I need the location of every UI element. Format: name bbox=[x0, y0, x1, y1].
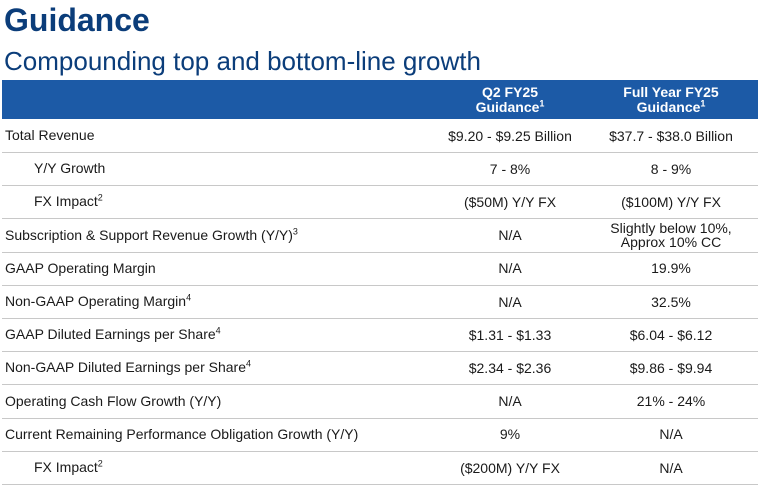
column-header-q2: Q2 FY25 Guidance1 bbox=[438, 80, 582, 119]
fy-value-line: $9.86 - $9.94 bbox=[629, 359, 713, 376]
fy-value: N/A bbox=[596, 451, 746, 484]
page-title: Guidance bbox=[4, 2, 150, 38]
table-row: Non-GAAP Operating Margin4 N/A 32.5% bbox=[2, 285, 758, 319]
row-label: FX Impact2 bbox=[34, 185, 103, 218]
fy-value: $9.86 - $9.94 bbox=[596, 351, 746, 384]
q2-value: 9% bbox=[438, 418, 582, 451]
table-row: GAAP Operating Margin N/A 19.9% bbox=[2, 252, 758, 286]
q2-value: $9.20 - $9.25 Billion bbox=[438, 119, 582, 152]
q2-value: N/A bbox=[438, 252, 582, 285]
table-row: Y/Y Growth 7 - 8% 8 - 9% bbox=[2, 152, 758, 187]
q2-value: $2.34 - $2.36 bbox=[438, 351, 582, 384]
fy-value: Slightly below 10%, Approx 10% CC bbox=[596, 219, 746, 252]
footnote-marker: 1 bbox=[539, 97, 545, 108]
footnote-marker: 1 bbox=[700, 97, 706, 108]
row-label-text: Current Remaining Performance Obligation… bbox=[5, 425, 359, 442]
q2-value-line: N/A bbox=[498, 260, 522, 277]
row-label: Current Remaining Performance Obligation… bbox=[5, 418, 358, 451]
row-label: Operating Cash Flow Growth (Y/Y) bbox=[5, 385, 221, 418]
table-row: GAAP Diluted Earnings per Share4 $1.31 - … bbox=[2, 318, 758, 353]
page-subtitle: Compounding top and bottom-line growth bbox=[4, 46, 481, 76]
row-label: Non-GAAP Operating Margin4 bbox=[5, 285, 191, 318]
row-label-text: Operating Cash Flow Growth (Y/Y) bbox=[5, 392, 222, 409]
fy-value: $37.7 - $38.0 Billion bbox=[596, 119, 746, 152]
q2-value-line: N/A bbox=[498, 393, 522, 410]
column-header-fy-line1: Full Year FY25 bbox=[623, 83, 719, 100]
row-label: Total Revenue bbox=[5, 119, 95, 152]
fy-value-line: 19.9% bbox=[651, 260, 691, 277]
q2-value: N/A bbox=[438, 385, 582, 418]
column-header-q2-line2: Guidance1 bbox=[475, 97, 545, 115]
row-label-text: Y/Y Growth bbox=[34, 160, 106, 177]
fy-value-line: Slightly below 10%, bbox=[610, 220, 732, 237]
table-row: Current Remaining Performance Obligation… bbox=[2, 418, 758, 452]
footnote-marker: 3 bbox=[292, 225, 298, 236]
footnote-marker: 4 bbox=[215, 325, 221, 336]
table-row: Non-GAAP Diluted Earnings per Share4 $2.3… bbox=[2, 351, 758, 386]
fy-value: 19.9% bbox=[596, 252, 746, 285]
row-label-text: FX Impact bbox=[34, 459, 98, 475]
fy-value-line: $6.04 - $6.12 bbox=[629, 326, 713, 343]
row-label-text: Total Revenue bbox=[5, 127, 95, 143]
fy-value-line: N/A bbox=[659, 459, 683, 476]
fy-value: 32.5% bbox=[596, 285, 746, 318]
row-label: GAAP Operating Margin bbox=[5, 252, 156, 285]
q2-value-line: N/A bbox=[498, 227, 522, 244]
row-label-text: GAAP Diluted Earnings per Share bbox=[5, 326, 216, 343]
footnote-marker: 4 bbox=[245, 358, 251, 369]
fy-value-line: 32.5% bbox=[651, 293, 691, 310]
row-label: Subscription & Support Revenue Growth (Y… bbox=[5, 219, 298, 252]
q2-value: ($200M) Y/Y FX bbox=[438, 451, 582, 484]
q2-value-line: ($50M) Y/Y FX bbox=[463, 193, 557, 210]
q2-value: 7 - 8% bbox=[438, 152, 582, 185]
table-row: Operating Cash Flow Growth (Y/Y) N/A 21% -… bbox=[2, 385, 758, 419]
fy-value-line: 8 - 9% bbox=[650, 160, 692, 177]
table-row: Total Revenue $9.20 - $9.25 Billion $37.7 … bbox=[2, 119, 758, 153]
fy-value-line: ($100M) Y/Y FX bbox=[621, 193, 721, 210]
q2-value-line: N/A bbox=[498, 293, 522, 310]
row-label-text: Non-GAAP Operating Margin bbox=[5, 293, 187, 309]
footnote-marker: 2 bbox=[97, 192, 103, 203]
q2-value: N/A bbox=[438, 285, 582, 318]
table-row: FX Impact2 ($200M) Y/Y FX N/A bbox=[2, 451, 758, 485]
row-label-text: Non-GAAP Diluted Earnings per Share bbox=[5, 359, 246, 376]
column-header-fy-line2: Guidance1 bbox=[636, 97, 706, 115]
footnote-marker: 4 bbox=[186, 292, 192, 303]
fy-value: N/A bbox=[596, 418, 746, 451]
column-header-q2-line1: Q2 FY25 bbox=[481, 83, 539, 100]
row-label: Y/Y Growth bbox=[34, 152, 105, 185]
q2-value: $1.31 - $1.33 bbox=[438, 318, 582, 351]
fy-value: $6.04 - $6.12 bbox=[596, 318, 746, 351]
q2-value-line: ($200M) Y/Y FX bbox=[460, 459, 560, 476]
fy-value: 21% - 24% bbox=[596, 385, 746, 418]
q2-value-line: 7 - 8% bbox=[489, 160, 531, 177]
row-label-text: Subscription & Support Revenue Growth (Y… bbox=[5, 226, 293, 243]
q2-value-line: $9.20 - $9.25 Billion bbox=[448, 127, 572, 144]
table-header: Q2 FY25 Guidance1 Full Year FY25 Guidanc… bbox=[2, 80, 758, 119]
row-label: FX Impact2 bbox=[34, 451, 103, 484]
row-label: GAAP Diluted Earnings per Share4 bbox=[5, 318, 221, 351]
column-header-fy: Full Year FY25 Guidance1 bbox=[596, 80, 746, 119]
fy-value-line: N/A bbox=[659, 426, 683, 443]
q2-value: N/A bbox=[438, 219, 582, 252]
row-label-text: FX Impact bbox=[34, 193, 98, 210]
q2-value-line: 9% bbox=[499, 426, 521, 443]
q2-value-line: $2.34 - $2.36 bbox=[468, 359, 552, 376]
q2-value: ($50M) Y/Y FX bbox=[438, 185, 582, 218]
row-label: Non-GAAP Diluted Earnings per Share4 bbox=[5, 351, 251, 384]
fy-value: 8 - 9% bbox=[596, 152, 746, 185]
q2-value-line: $1.31 - $1.33 bbox=[468, 326, 552, 343]
fy-value-line: Approx 10% CC bbox=[620, 234, 722, 251]
row-label-text: GAAP Operating Margin bbox=[5, 259, 156, 276]
fy-value-line: 21% - 24% bbox=[636, 393, 706, 410]
fy-value-line: $37.7 - $38.0 Billion bbox=[609, 127, 733, 144]
footnote-marker: 2 bbox=[97, 458, 103, 469]
fy-value: ($100M) Y/Y FX bbox=[596, 185, 746, 218]
table-row: FX Impact2 ($50M) Y/Y FX ($100M) Y/Y FX bbox=[2, 185, 758, 220]
table-row: Subscription & Support Revenue Growth (Y… bbox=[2, 219, 758, 253]
